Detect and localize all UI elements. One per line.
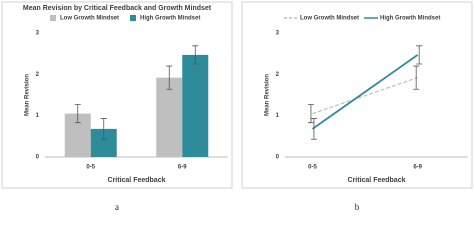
y-tick-label: 1 — [36, 113, 40, 119]
x-tick-label: 0-5 — [308, 165, 317, 171]
y-tick-label: 0 — [36, 155, 40, 161]
figure: Mean Revision by Critical Feedback and G… — [1, 1, 473, 212]
error-bar — [307, 104, 314, 124]
y-tick-label: 2 — [36, 72, 40, 78]
legend-label: High Growth Mindset — [380, 16, 440, 22]
error-bar — [74, 104, 81, 124]
error-bar — [192, 45, 199, 65]
error-bar — [310, 118, 317, 140]
y-tick-label: 2 — [276, 72, 280, 78]
legend-swatch — [130, 15, 136, 21]
x-tick-label: 0-5 — [86, 165, 95, 171]
y-tick-label: 3 — [276, 31, 280, 37]
line — [311, 54, 419, 130]
x-axis-label: Critical Feedback — [108, 177, 166, 184]
y-axis-label: Mean Revision — [25, 74, 31, 116]
legend-label: Low Growth Mindset — [60, 16, 119, 22]
error-bar — [100, 118, 107, 140]
x-axis-label: Critical Feedback — [348, 177, 406, 184]
chart-frame — [1, 1, 233, 189]
legend-swatch — [50, 15, 56, 21]
chart-frame — [241, 1, 473, 189]
chart-title: Mean Revision by Critical Feedback and G… — [23, 5, 212, 12]
x-tick-label: 6-9 — [178, 165, 187, 171]
legend-label: Low Growth Mindset — [300, 16, 359, 22]
y-tick-label: 1 — [276, 113, 280, 119]
legend-label: High Growth Mindset — [140, 16, 200, 22]
bar — [156, 77, 183, 157]
panel-label: a — [115, 202, 119, 212]
error-bar — [416, 45, 423, 65]
y-tick-label: 3 — [36, 31, 40, 37]
panel-label: b — [355, 202, 360, 212]
y-tick-label: 0 — [276, 155, 280, 161]
y-axis-label: Mean Revision — [265, 74, 271, 116]
error-bar — [413, 65, 420, 90]
bar — [182, 54, 209, 158]
error-bar — [166, 65, 173, 90]
line — [312, 77, 418, 115]
x-tick-label: 6-9 — [413, 165, 422, 171]
